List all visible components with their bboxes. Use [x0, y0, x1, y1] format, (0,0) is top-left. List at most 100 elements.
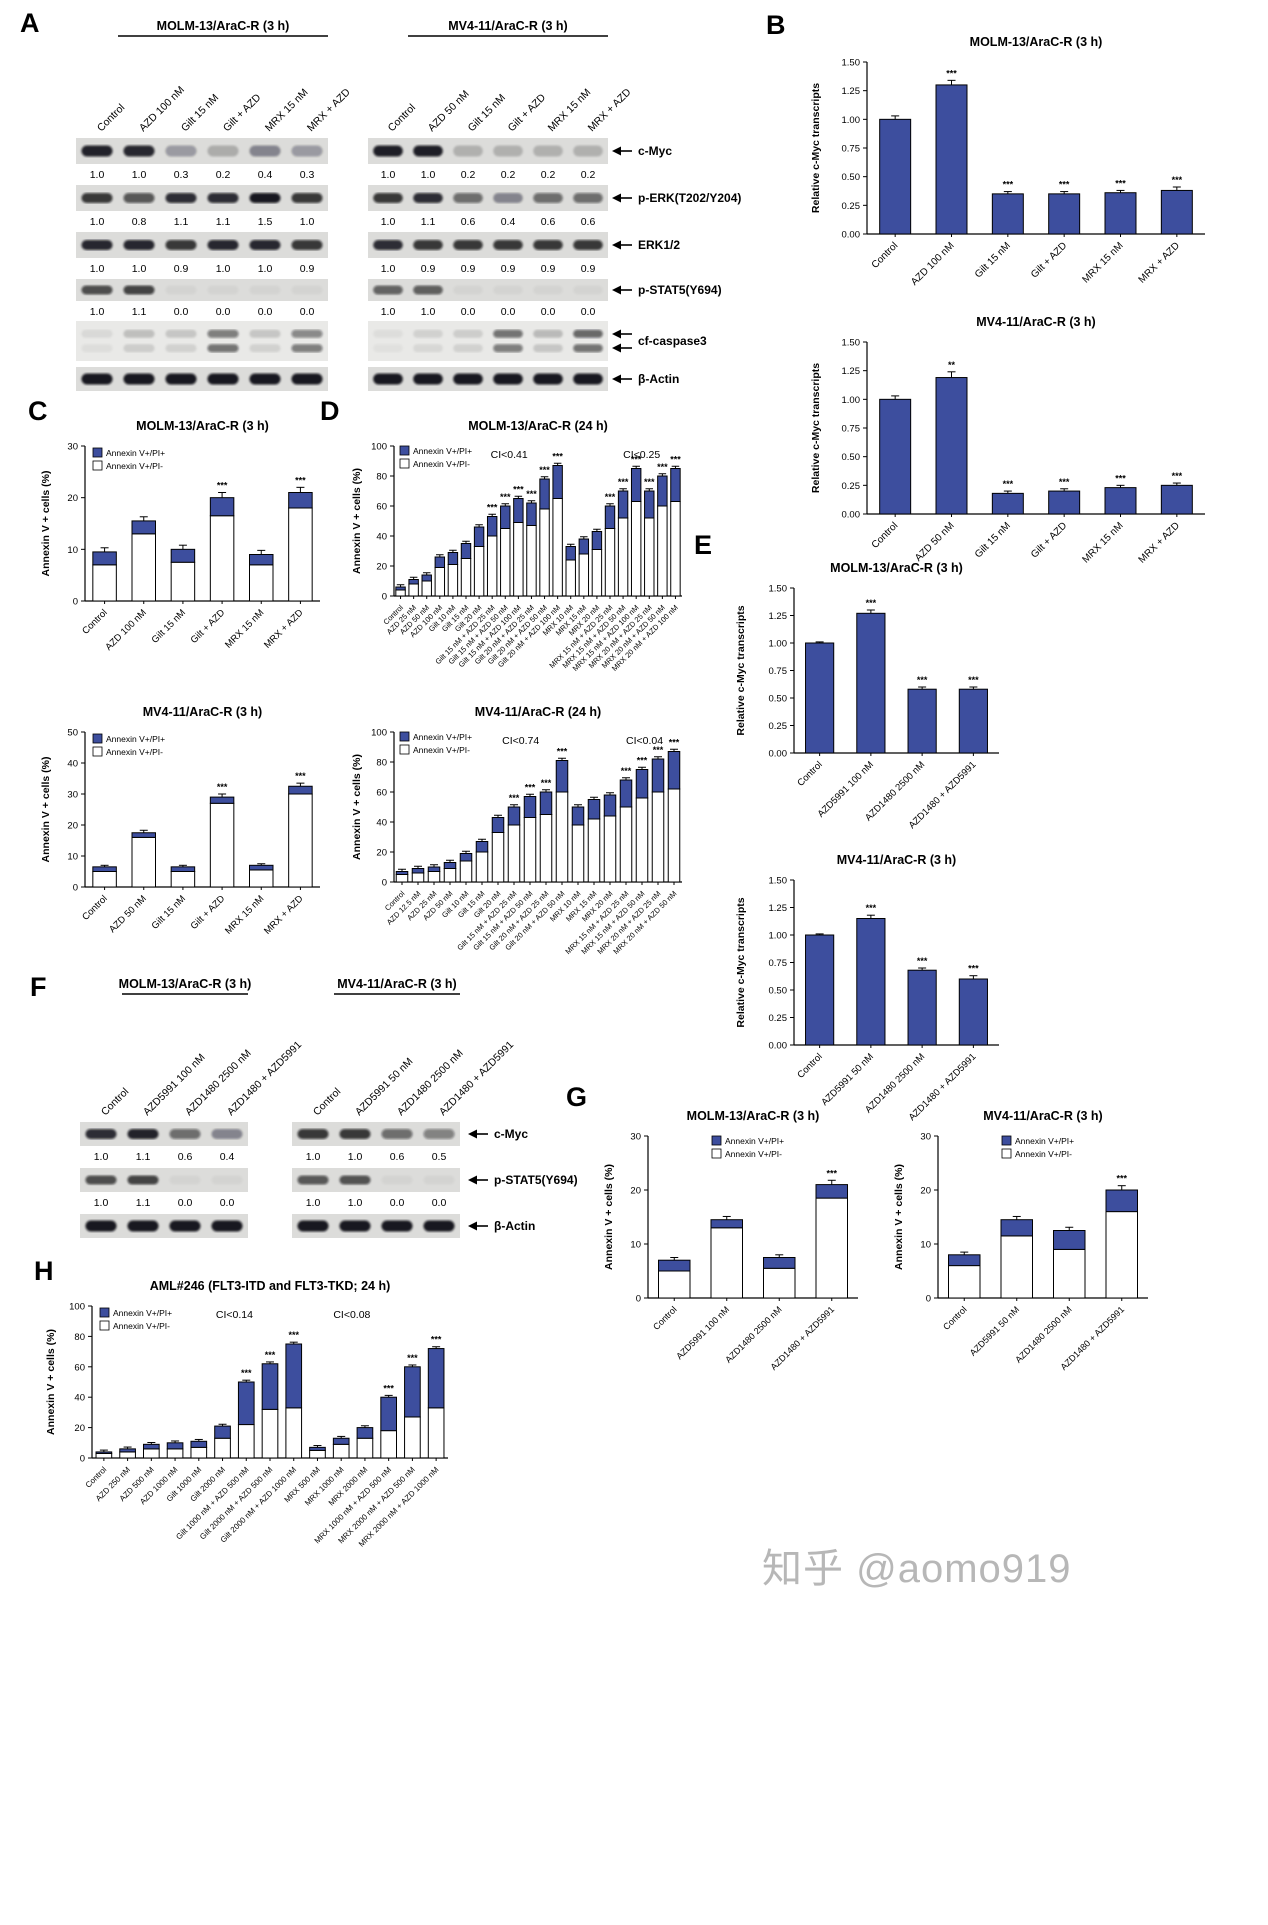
- y-tick-label: 0: [80, 1454, 85, 1465]
- bar-annexin-pi-neg: [131, 836, 156, 888]
- lane-label: Control: [311, 1086, 343, 1118]
- bar-annexin-pi-pos: [214, 1425, 231, 1439]
- bar-annexin-pi-pos: [209, 497, 235, 517]
- legend-swatch-pi-pos: [99, 1307, 110, 1318]
- significance-label: **: [948, 360, 956, 370]
- blot-band: [413, 344, 443, 353]
- band-label: ERK1/2: [638, 238, 680, 252]
- blot-band: [211, 1129, 243, 1139]
- chart-b1-molm13-cmyc-transcripts: MOLM-13/AraC-R (3 h) 0.00 0.25 0.50 0.75 1.00…: [795, 16, 1260, 306]
- band-quantification: 1.1: [174, 216, 189, 228]
- legend-label: Annexin V+/PI+: [413, 446, 472, 456]
- bar-annexin-pi-neg: [459, 860, 473, 883]
- bar-annexin-pi-neg: [473, 546, 485, 597]
- bar-annexin-pi-pos: [309, 1446, 326, 1451]
- y-tick-label: 0.75: [842, 144, 861, 155]
- significance-label: ***: [968, 675, 979, 685]
- chart-svg-E1: MOLM-13/AraC-R (3 h) 0.00 0.25 0.50 0.75 1.00…: [735, 561, 999, 831]
- band-label: p-STAT5(Y694): [494, 1173, 578, 1187]
- blot-band: [249, 145, 281, 157]
- bar-annexin-pi-neg: [119, 1451, 136, 1459]
- blot-band: [339, 1220, 371, 1232]
- bar-annexin-pi-pos: [408, 579, 419, 585]
- blot-band: [413, 193, 443, 203]
- bar-annexin-pi-neg: [948, 1265, 981, 1299]
- bar-annexin-pi-neg: [411, 872, 425, 883]
- bar-annexin-pi-pos: [657, 475, 668, 507]
- bar-annexin-pi-neg: [190, 1446, 208, 1459]
- band-quantification: 0.0: [258, 306, 273, 318]
- blot-band: [123, 193, 155, 203]
- chart-d2-mv411-annexin-24h: MV4-11/AraC-R (24 h) 0 20 40 60 80 100 Annexin …: [338, 688, 692, 1073]
- legend-swatch-pi-neg: [92, 746, 103, 757]
- bar-annexin-pi-neg: [552, 498, 563, 597]
- significance-label: ***: [866, 598, 877, 608]
- blot-strip: [76, 185, 328, 211]
- bar-annexin-pi-pos: [1053, 1230, 1086, 1250]
- blot-band: [453, 240, 483, 250]
- chart-e2-mv411-cmyc-transcripts: MV4-11/AraC-R (3 h) 0.00 0.25 0.50 0.75 1.00 1…: [712, 834, 1092, 1131]
- blot-band: [291, 193, 323, 203]
- blot-band: [339, 1175, 371, 1185]
- legend-swatch-pi-neg: [99, 1320, 110, 1331]
- blot-band: [249, 285, 281, 295]
- bar-annexin-pi-neg: [143, 1448, 160, 1459]
- band-arrow-head: [612, 240, 621, 250]
- bar-annexin-pi-pos: [491, 817, 505, 833]
- blot-band: [573, 329, 603, 338]
- bar-annexin-pi-neg: [356, 1437, 374, 1459]
- significance-label: ***: [295, 771, 306, 781]
- bar-annexin-pi-pos: [395, 586, 406, 591]
- band-quantification: 0.2: [541, 169, 556, 181]
- band-quantification: 0.0: [390, 1197, 405, 1209]
- blot-band: [291, 145, 323, 157]
- bar: [991, 492, 1024, 515]
- legend-swatch-pi-pos: [711, 1135, 722, 1146]
- blot-band: [423, 1220, 455, 1232]
- bar-annexin-pi-pos: [190, 1440, 208, 1448]
- y-tick-label: 0.00: [769, 1041, 788, 1052]
- bar-annexin-pi-pos: [473, 526, 485, 547]
- bar-annexin-pi-pos: [421, 574, 432, 582]
- bar-annexin-pi-pos: [332, 1437, 350, 1445]
- significance-label: ***: [968, 964, 979, 974]
- significance-label: ***: [557, 746, 568, 756]
- y-tick-label: 30: [67, 442, 78, 453]
- significance-label: ***: [541, 778, 552, 788]
- x-tick-label: Gilt 15 nM: [150, 893, 188, 931]
- blot-strip: [368, 367, 608, 391]
- y-tick-label: 0.25: [842, 201, 861, 212]
- legend-label: Annexin V+/PI-: [413, 459, 470, 469]
- x-tick-label: Gilt 15 nM: [150, 607, 188, 645]
- chart-c2-mv411-annexin-3h: MV4-11/AraC-R (3 h) 0 10 20 30 40 50 Annexin V …: [25, 688, 347, 988]
- x-tick-label: MRX + AZD: [1137, 240, 1182, 285]
- significance-label: ***: [265, 1350, 276, 1360]
- bar: [1160, 484, 1193, 515]
- blot-band: [249, 344, 281, 353]
- blot-band: [533, 329, 563, 338]
- bar-annexin-pi-neg: [427, 1407, 445, 1459]
- y-tick-label: 20: [630, 1186, 641, 1197]
- blot-band: [493, 329, 523, 338]
- blot-band: [165, 193, 197, 203]
- bar-annexin-pi-pos: [555, 760, 569, 793]
- blot-band: [453, 193, 483, 203]
- significance-label: ***: [217, 481, 228, 491]
- blot-band: [373, 373, 403, 385]
- blot-band: [85, 1220, 117, 1232]
- blot-band: [291, 285, 323, 295]
- band-quantification: 0.9: [461, 263, 476, 275]
- significance-label: ***: [1003, 479, 1014, 489]
- blot-band: [533, 145, 563, 157]
- bar-annexin-pi-neg: [635, 797, 649, 883]
- bar-annexin-pi-neg: [447, 564, 459, 597]
- significance-label: ***: [1116, 1174, 1127, 1184]
- y-tick-label: 1.25: [769, 611, 788, 622]
- bar-annexin-pi-pos: [486, 516, 498, 537]
- lane-label: Control: [99, 1086, 131, 1118]
- chart-svg-C2: MV4-11/AraC-R (3 h) 0 10 20 30 40 50 Annexin V …: [40, 705, 320, 937]
- y-tick-label: 20: [67, 821, 78, 832]
- y-tick-label: 0: [73, 883, 78, 894]
- y-tick-label: 0: [382, 592, 387, 603]
- y-tick-label: 20: [920, 1186, 931, 1197]
